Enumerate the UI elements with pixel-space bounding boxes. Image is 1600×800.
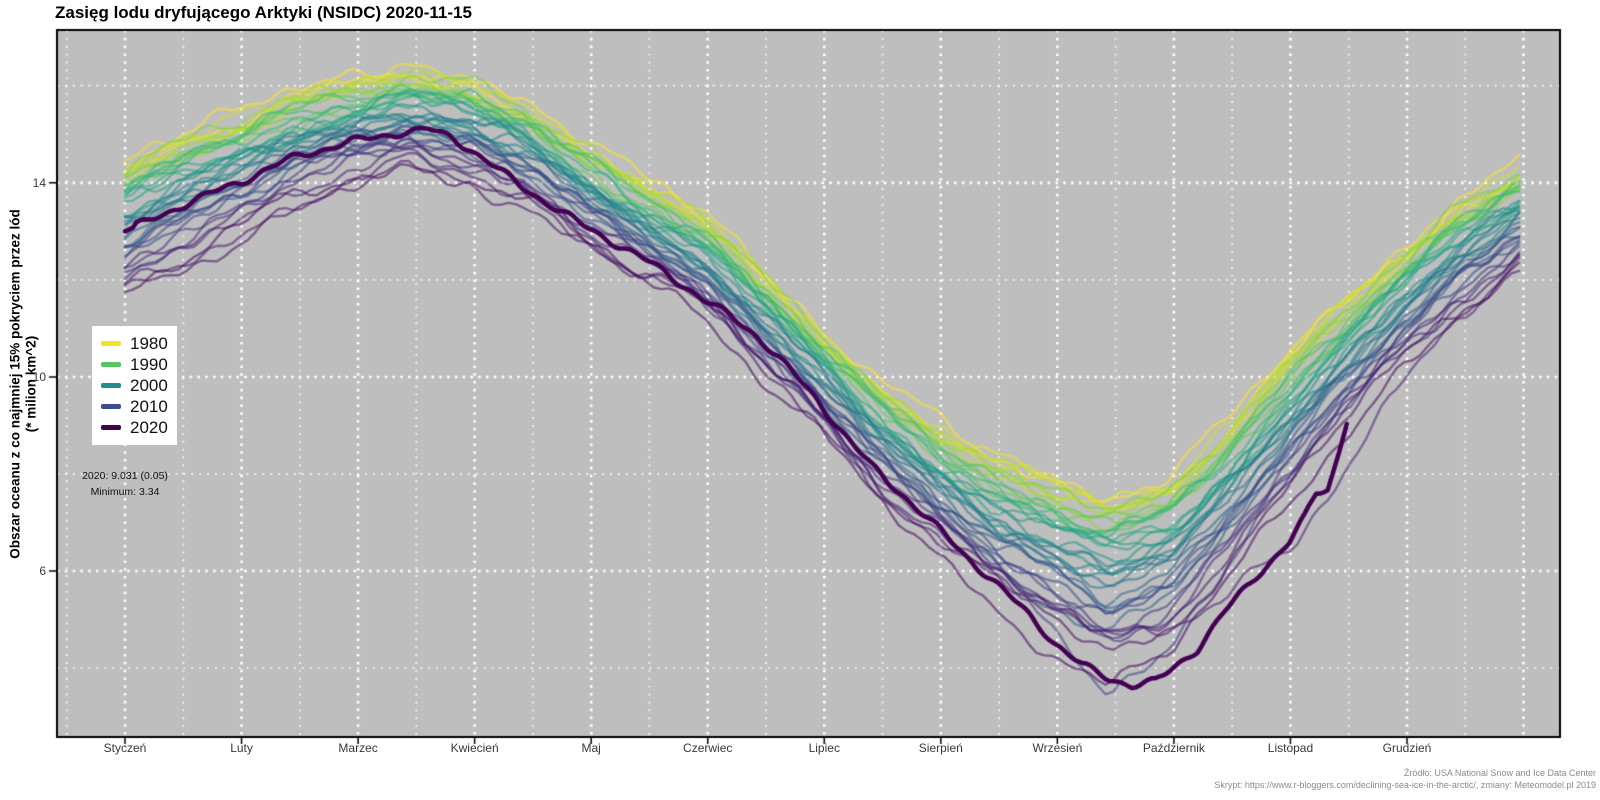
x-tick-label: Grudzień	[1382, 741, 1432, 755]
legend-label: 2010	[130, 397, 168, 416]
caption-script: Skrypt: https://www.r-bloggers.com/decli…	[1214, 780, 1596, 790]
legend-swatch	[101, 341, 121, 346]
x-tick-label: Luty	[230, 741, 253, 755]
legend-swatch	[101, 383, 121, 388]
x-tick-label: Lipiec	[808, 741, 840, 755]
legend-label: 1990	[130, 355, 168, 374]
y-axis-label-units: (* milion km^2)	[23, 335, 39, 433]
legend-label: 2020	[130, 418, 168, 437]
x-tick-label: Październik	[1142, 741, 1205, 755]
x-tick-label: Styczeń	[103, 741, 147, 755]
legend-swatch	[101, 425, 121, 430]
annotation-current-value: 2020: 9.031 (0.05)	[82, 470, 168, 482]
legend-label: 1980	[130, 334, 168, 353]
legend: 1980 1990 2000 2010 2020	[92, 326, 177, 445]
y-tick-label: 14	[32, 175, 46, 190]
chart-title: Zasięg lodu dryfującego Arktyki (NSIDC) …	[55, 3, 472, 22]
legend-item: 2000	[101, 375, 168, 396]
x-tick-label: Listopad	[1267, 741, 1314, 755]
y-tick-label: 6	[39, 564, 46, 579]
legend-item: 2020	[101, 417, 168, 438]
x-tick-label: Czerwiec	[683, 741, 733, 755]
x-tick-label: Maj	[581, 741, 601, 755]
y-axis-label-text: Obszar oceanu z co najmniej 15% pokrycie…	[7, 209, 23, 559]
caption-source: Źródło: USA National Snow and Ice Data C…	[1403, 768, 1596, 778]
y-tick-label: 10	[32, 369, 46, 384]
legend-item: 1990	[101, 354, 168, 375]
legend-label: 2000	[130, 376, 168, 395]
legend-item: 2010	[101, 396, 168, 417]
legend-swatch	[101, 362, 121, 367]
annotation-minimum: Minimum: 3.34	[90, 486, 160, 498]
x-tick-label: Marzec	[338, 741, 378, 755]
x-tick-label: Sierpień	[918, 741, 963, 755]
legend-swatch	[101, 404, 121, 409]
x-tick-label: Wrzesień	[1032, 741, 1083, 755]
x-tick-label: Kwiecień	[450, 741, 499, 755]
legend-item: 1980	[101, 333, 168, 354]
y-axis-label: Obszar oceanu z co najmniej 15% pokrycie…	[8, 209, 39, 559]
